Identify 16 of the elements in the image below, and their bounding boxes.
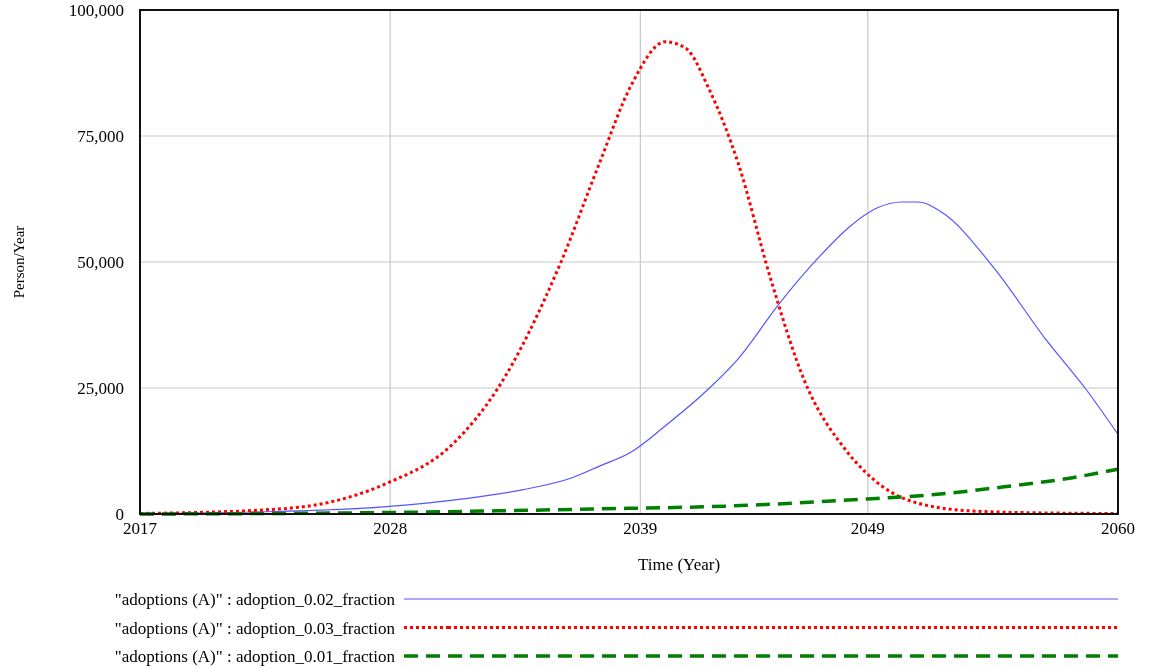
y-tick-label: 100,000 — [68, 1, 124, 20]
y-tick-label: 0 — [115, 505, 124, 524]
y-tick-label: 25,000 — [77, 379, 124, 398]
x-tick-label: 2060 — [1101, 519, 1135, 538]
legend-label: "adoptions (A)" : adoption_0.01_fraction — [114, 647, 396, 666]
legend-label: "adoptions (A)" : adoption_0.02_fraction — [114, 590, 396, 609]
x-tick-label: 2017 — [123, 519, 158, 538]
y-tick-label: 75,000 — [77, 127, 124, 146]
legend-label: "adoptions (A)" : adoption_0.03_fraction — [114, 618, 396, 638]
y-axis-title: Person/Year — [11, 225, 27, 299]
x-tick-label: 2039 — [623, 519, 658, 538]
x-axis-title: Time (Year) — [637, 555, 721, 574]
x-tick-label: 2049 — [850, 519, 885, 538]
line-series — [138, 467, 1120, 516]
x-tick-label: 2028 — [373, 519, 408, 538]
y-tick-label: 50,000 — [77, 253, 124, 272]
